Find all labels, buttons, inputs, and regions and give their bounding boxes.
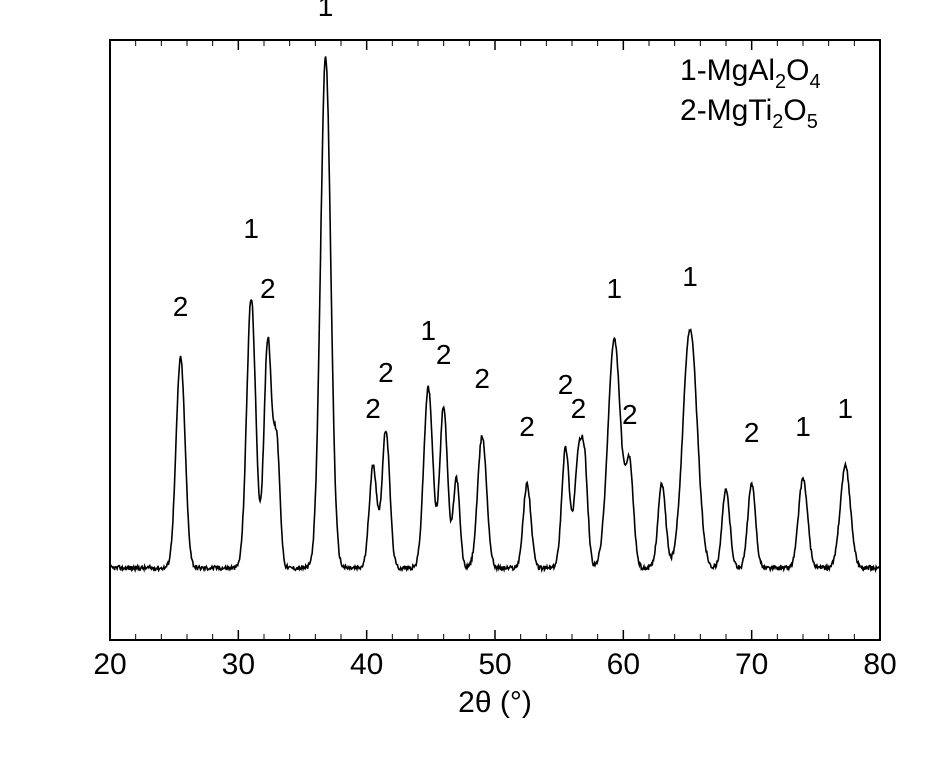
svg-text:2: 2 <box>680 94 697 127</box>
svg-text:Ti: Ti <box>748 94 772 127</box>
peak-label: 2 <box>622 399 638 430</box>
svg-text:O: O <box>783 94 806 127</box>
peak-label: 1 <box>682 261 698 292</box>
svg-text:2: 2 <box>772 111 783 133</box>
peak-label: 2 <box>436 339 452 370</box>
svg-text:Al: Al <box>748 54 775 87</box>
peak-label: 1 <box>607 273 623 304</box>
x-tick-label: 30 <box>222 648 255 681</box>
x-tick-label: 50 <box>478 648 511 681</box>
peak-label: 2 <box>744 417 760 448</box>
peak-label: 1 <box>243 213 259 244</box>
peak-label: 2 <box>260 273 276 304</box>
peak-label: 2 <box>365 393 381 424</box>
xrd-chart: 203040506070802θ (°)2121221222221212111-… <box>0 0 935 758</box>
peak-label: 1 <box>318 0 334 22</box>
x-tick-label: 70 <box>735 648 768 681</box>
svg-text:-Mg: -Mg <box>697 54 749 87</box>
peak-label: 2 <box>173 291 189 322</box>
chart-svg: 203040506070802θ (°)2121221222221212111-… <box>0 0 935 758</box>
svg-text:O: O <box>786 54 809 87</box>
x-tick-label: 20 <box>93 648 126 681</box>
svg-text:5: 5 <box>807 111 818 133</box>
x-tick-label: 80 <box>863 648 896 681</box>
peak-label: 2 <box>519 411 535 442</box>
peak-label: 2 <box>474 363 490 394</box>
peak-label: 2 <box>378 357 394 388</box>
svg-text:4: 4 <box>810 71 821 93</box>
peak-label: 2 <box>571 393 587 424</box>
x-tick-label: 40 <box>350 648 383 681</box>
svg-text:1: 1 <box>680 54 697 87</box>
peak-label: 1 <box>838 393 854 424</box>
svg-text:-Mg: -Mg <box>697 94 749 127</box>
peak-label: 1 <box>795 411 811 442</box>
peak-label: 1 <box>420 315 436 346</box>
svg-text:2: 2 <box>775 71 786 93</box>
x-axis-label: 2θ (°) <box>458 686 532 719</box>
x-tick-label: 60 <box>607 648 640 681</box>
